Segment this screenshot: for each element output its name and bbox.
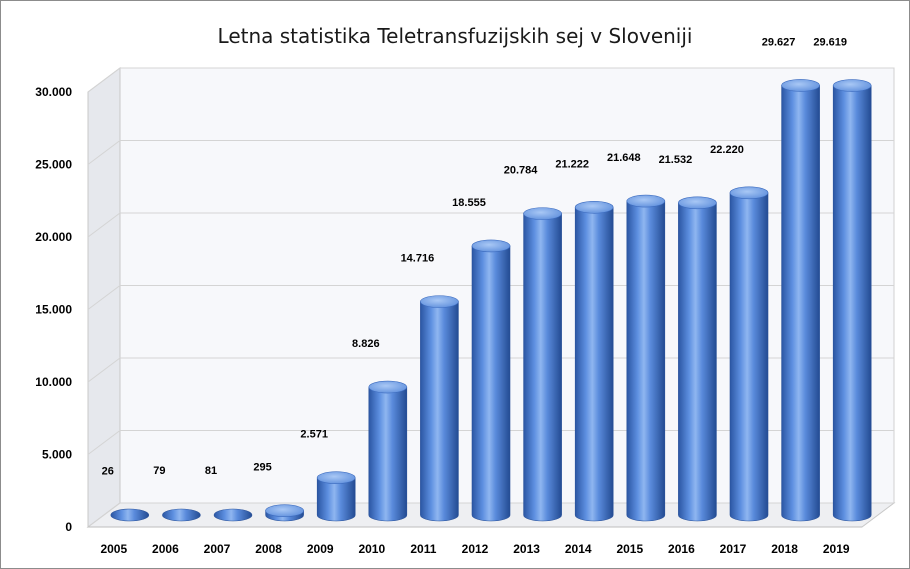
bar	[626, 194, 666, 522]
bar-top	[368, 380, 408, 394]
y-tick-label: 0	[65, 520, 72, 534]
data-label: 29.619	[813, 37, 847, 49]
x-tick-label: 2008	[255, 542, 282, 556]
chart-title: Letna statistika Teletransfuzijskih sej …	[217, 24, 693, 48]
x-tick-label: 2007	[204, 542, 231, 556]
x-tick-label: 2006	[152, 542, 179, 556]
bar	[678, 196, 717, 522]
x-tick-label: 2014	[565, 542, 592, 556]
bar-body	[574, 206, 614, 522]
bar-top	[316, 471, 356, 485]
bar-top	[678, 196, 717, 210]
bar	[368, 380, 408, 522]
bar-top	[265, 504, 304, 518]
data-label: 79	[153, 465, 165, 477]
data-label: 21.648	[607, 152, 641, 164]
x-tick-label: 2009	[307, 542, 334, 556]
bar	[420, 295, 459, 522]
bar	[781, 79, 820, 522]
bar	[110, 508, 150, 522]
bar-top	[626, 194, 666, 208]
data-label: 20.784	[504, 165, 539, 177]
bar-body	[420, 301, 459, 522]
bar	[729, 186, 769, 522]
x-tick-label: 2015	[616, 542, 643, 556]
bar	[213, 508, 253, 522]
bar	[523, 207, 562, 522]
bar-body	[781, 85, 820, 522]
bar-top	[471, 239, 511, 253]
bar-body	[729, 192, 769, 522]
bar-top	[574, 200, 614, 214]
bar-body	[626, 200, 666, 522]
bar-top	[781, 79, 820, 92]
data-label: 21.532	[659, 154, 693, 166]
gridline	[87, 67, 894, 93]
bar-top	[213, 508, 253, 522]
bar	[574, 200, 614, 522]
bar	[265, 504, 304, 522]
x-tick-label: 2005	[100, 542, 127, 556]
bar-top	[832, 79, 872, 92]
bar-top	[729, 186, 769, 200]
bar-body	[471, 245, 511, 522]
bar-body	[832, 85, 872, 522]
bars	[110, 79, 872, 522]
x-axis-labels: 2005 2006 2007 2008 2009 2010 2011 2012 2013 2014…	[100, 542, 849, 556]
data-label: 14.716	[401, 253, 435, 265]
bar-top	[420, 295, 459, 308]
y-tick-label: 25.000	[35, 158, 72, 172]
x-tick-label: 2018	[771, 542, 798, 556]
x-tick-label: 2011	[410, 542, 436, 556]
x-tick-label: 2013	[513, 542, 540, 556]
bar-top	[110, 508, 150, 522]
bar	[832, 79, 872, 522]
x-tick-label: 2017	[720, 542, 747, 556]
y-tick-label: 30.000	[35, 85, 72, 99]
data-label: 22.220	[710, 144, 744, 156]
data-label: 26	[102, 466, 114, 478]
x-tick-label: 2016	[668, 542, 695, 556]
x-tick-label: 2010	[358, 542, 385, 556]
bar-top	[162, 508, 201, 522]
data-label: 295	[253, 462, 271, 474]
data-label: 18.555	[452, 197, 486, 209]
bar	[316, 471, 356, 522]
data-label: 29.627	[762, 36, 796, 48]
bar-body	[678, 202, 717, 522]
x-tick-label: 2012	[462, 542, 489, 556]
gridline	[87, 140, 894, 165]
bar-body	[523, 213, 562, 522]
y-axis-labels: 0 5.000 10.000 15.000 20.000 25.000 30.000	[35, 85, 72, 534]
data-label: 81	[205, 465, 217, 477]
bar	[471, 239, 511, 522]
data-label: 21.222	[555, 158, 589, 170]
y-tick-label: 20.000	[35, 230, 72, 244]
data-label: 2.571	[300, 429, 328, 441]
bar-body	[368, 386, 408, 522]
x-tick-label: 2019	[823, 542, 850, 556]
y-tick-label: 10.000	[35, 375, 72, 389]
y-tick-label: 5.000	[42, 448, 72, 462]
bar-top	[523, 207, 562, 220]
bar-body	[316, 477, 356, 522]
data-label: 8.826	[352, 338, 380, 350]
bar	[162, 508, 201, 522]
data-labels: 26 79 81 295 2.571 8.826 14.716 18.555 20.784 21.…	[102, 36, 847, 477]
y-tick-label: 15.000	[35, 303, 72, 317]
